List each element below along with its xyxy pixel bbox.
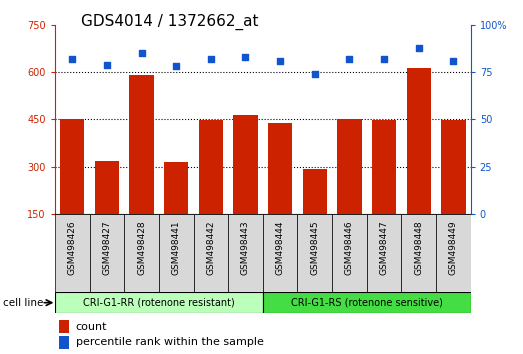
Text: GSM498443: GSM498443 (241, 221, 250, 275)
Bar (298, 214, 332, 292)
Text: count: count (76, 321, 107, 332)
Bar (263, 292, 471, 313)
Bar (164, 162, 188, 214)
Text: GSM498448: GSM498448 (414, 221, 423, 275)
Text: GSM498427: GSM498427 (103, 221, 111, 275)
Text: CRI-G1-RR (rotenone resistant): CRI-G1-RR (rotenone resistant) (83, 298, 235, 308)
Bar (55, 214, 89, 292)
Bar (441, 120, 465, 214)
Bar (59, 320, 70, 333)
Bar (124, 214, 159, 292)
Point (138, 50, 146, 56)
Bar (337, 119, 361, 214)
Text: GSM498428: GSM498428 (137, 221, 146, 275)
Point (380, 56, 388, 62)
Text: CRI-G1-RS (rotenone sensitive): CRI-G1-RS (rotenone sensitive) (291, 298, 442, 308)
Bar (406, 68, 431, 214)
Bar (303, 169, 327, 214)
Point (172, 64, 180, 69)
Bar (159, 214, 194, 292)
Bar (268, 122, 292, 214)
Text: GDS4014 / 1372662_at: GDS4014 / 1372662_at (81, 14, 258, 30)
Text: GSM498447: GSM498447 (380, 221, 389, 275)
Point (207, 56, 215, 62)
Bar (401, 214, 436, 292)
Bar (263, 214, 298, 292)
Point (311, 71, 319, 77)
Text: GSM498445: GSM498445 (310, 221, 319, 275)
Bar (228, 214, 263, 292)
Bar (332, 214, 367, 292)
Text: percentile rank within the sample: percentile rank within the sample (76, 337, 264, 348)
Text: GSM498426: GSM498426 (68, 221, 77, 275)
Bar (233, 115, 258, 214)
Text: GSM498446: GSM498446 (345, 221, 354, 275)
Point (345, 56, 354, 62)
Point (415, 45, 423, 50)
Text: cell line: cell line (3, 298, 43, 308)
Point (103, 62, 111, 67)
Bar (55, 292, 263, 313)
Bar (59, 336, 70, 349)
Bar (89, 214, 124, 292)
Bar (194, 214, 228, 292)
Bar (129, 75, 154, 214)
Point (276, 58, 285, 64)
Bar (199, 120, 223, 214)
Text: GSM498441: GSM498441 (172, 221, 180, 275)
Bar (60, 119, 84, 214)
Bar (372, 120, 396, 214)
Bar (436, 214, 471, 292)
Point (449, 58, 458, 64)
Text: GSM498449: GSM498449 (449, 221, 458, 275)
Bar (367, 214, 401, 292)
Point (68, 56, 76, 62)
Text: GSM498444: GSM498444 (276, 221, 285, 275)
Text: GSM498442: GSM498442 (207, 221, 215, 275)
Bar (95, 160, 119, 214)
Point (241, 54, 249, 60)
